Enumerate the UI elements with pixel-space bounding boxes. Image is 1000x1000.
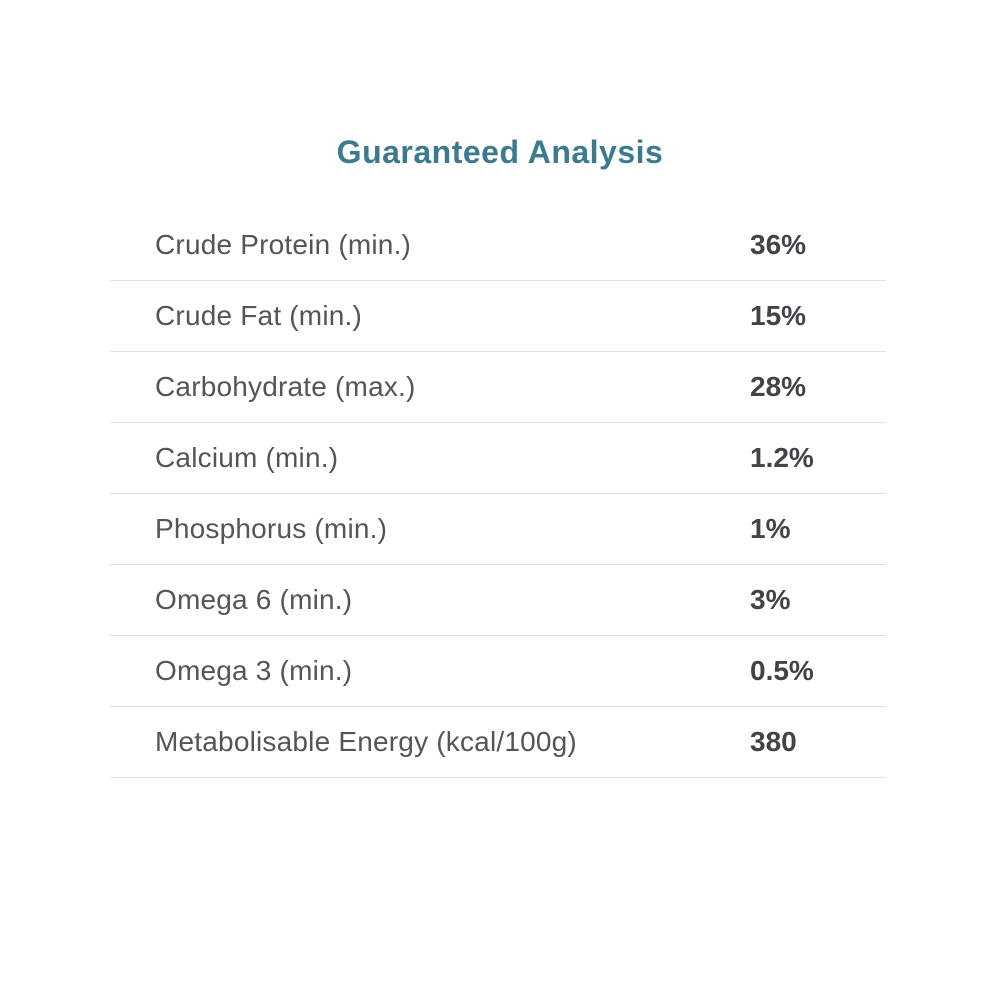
row-value: 3% bbox=[750, 584, 791, 615]
table-row: Calcium (min.) 1.2% bbox=[110, 423, 886, 494]
guaranteed-analysis-table: Crude Protein (min.) 36% Crude Fat (min.… bbox=[110, 210, 886, 778]
row-value: 0.5% bbox=[750, 655, 814, 686]
row-value: 380 bbox=[750, 726, 797, 757]
row-label: Omega 6 (min.) bbox=[155, 584, 353, 615]
row-value: 36% bbox=[750, 229, 807, 260]
table-row: Metabolisable Energy (kcal/100g) 380 bbox=[110, 707, 886, 778]
row-label: Omega 3 (min.) bbox=[155, 655, 353, 686]
table-row: Carbohydrate (max.) 28% bbox=[110, 352, 886, 423]
row-label: Crude Protein (min.) bbox=[155, 229, 412, 260]
row-value: 1% bbox=[750, 513, 791, 544]
table-row: Omega 6 (min.) 3% bbox=[110, 565, 886, 636]
table-row: Phosphorus (min.) 1% bbox=[110, 494, 886, 565]
table-row: Crude Protein (min.) 36% bbox=[110, 210, 886, 281]
row-label: Calcium (min.) bbox=[155, 442, 339, 473]
table-row: Crude Fat (min.) 15% bbox=[110, 281, 886, 352]
row-label: Phosphorus (min.) bbox=[155, 513, 388, 544]
row-value: 15% bbox=[750, 300, 807, 331]
page-title: Guaranteed Analysis bbox=[336, 134, 664, 170]
row-value: 28% bbox=[750, 371, 807, 402]
row-value: 1.2% bbox=[750, 442, 814, 473]
row-label: Metabolisable Energy (kcal/100g) bbox=[155, 726, 577, 757]
table-row: Omega 3 (min.) 0.5% bbox=[110, 636, 886, 707]
row-label: Carbohydrate (max.) bbox=[155, 371, 416, 402]
row-label: Crude Fat (min.) bbox=[155, 300, 363, 331]
